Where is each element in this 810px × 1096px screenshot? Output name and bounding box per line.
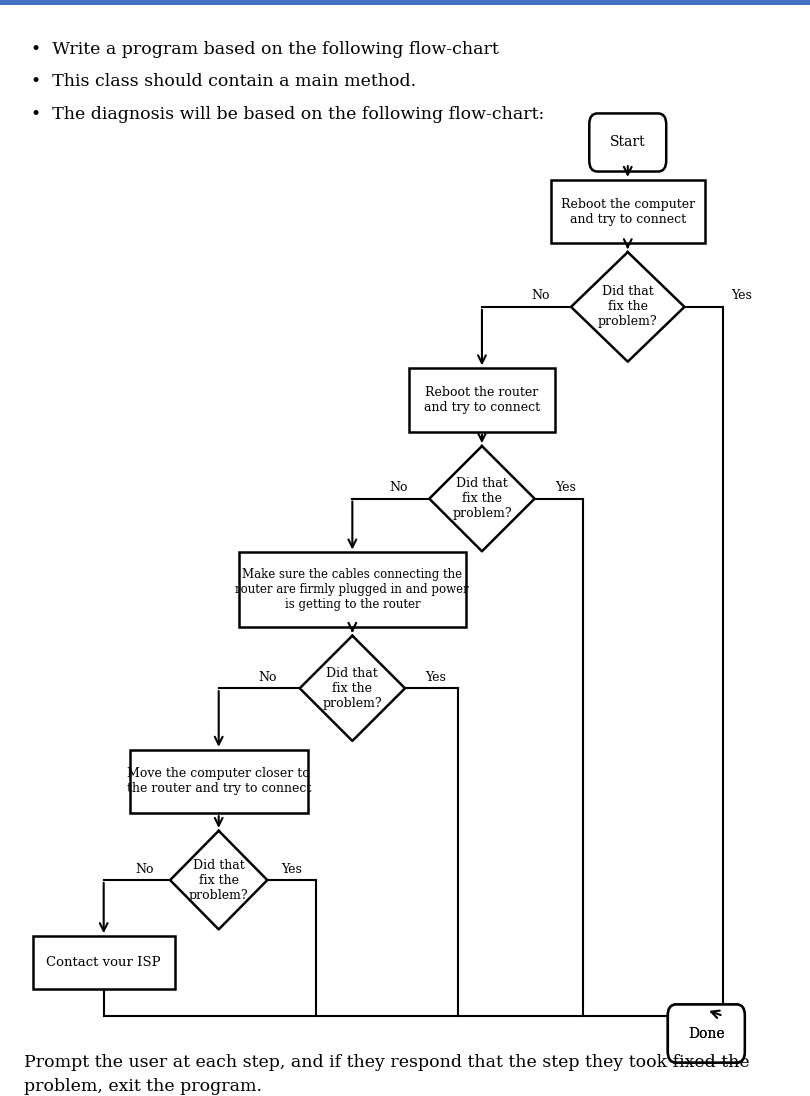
- FancyBboxPatch shape: [551, 180, 705, 243]
- FancyBboxPatch shape: [33, 936, 175, 989]
- Text: Reboot the router
and try to connect: Reboot the router and try to connect: [424, 386, 540, 414]
- Text: Make sure the cables connecting the
router are firmly plugged in and power
is ge: Make sure the cables connecting the rout…: [236, 568, 469, 612]
- FancyBboxPatch shape: [130, 750, 308, 813]
- Text: Start: Start: [610, 136, 646, 149]
- FancyBboxPatch shape: [667, 1004, 745, 1063]
- Text: Reboot the computer
and try to connect: Reboot the computer and try to connect: [561, 197, 695, 226]
- FancyBboxPatch shape: [239, 552, 466, 627]
- Text: Done: Done: [688, 1027, 725, 1040]
- Text: •  The diagnosis will be based on the following flow-chart:: • The diagnosis will be based on the fol…: [31, 106, 544, 124]
- FancyBboxPatch shape: [0, 0, 810, 5]
- Text: Did that
fix the
problem?: Did that fix the problem?: [189, 858, 249, 902]
- Text: No: No: [135, 863, 153, 876]
- FancyBboxPatch shape: [409, 368, 555, 432]
- Text: •  Write a program based on the following flow-chart: • Write a program based on the following…: [31, 41, 498, 58]
- Text: Yes: Yes: [731, 289, 752, 302]
- Text: •  This class should contain a main method.: • This class should contain a main metho…: [31, 73, 416, 91]
- Text: Did that
fix the
problem?: Did that fix the problem?: [452, 477, 512, 521]
- Polygon shape: [571, 252, 684, 362]
- Text: Contact vour ISP: Contact vour ISP: [46, 956, 161, 969]
- FancyBboxPatch shape: [667, 1004, 745, 1063]
- Text: Yes: Yes: [555, 481, 576, 494]
- Text: No: No: [531, 289, 549, 302]
- Polygon shape: [170, 831, 267, 929]
- Text: No: No: [258, 671, 276, 684]
- Text: Done: Done: [688, 1027, 725, 1040]
- Text: Did that
fix the
problem?: Did that fix the problem?: [322, 666, 382, 710]
- Text: Prompt the user at each step, and if they respond that the step they took fixed : Prompt the user at each step, and if the…: [24, 1054, 750, 1095]
- Text: Yes: Yes: [281, 863, 302, 876]
- Text: Did that
fix the
problem?: Did that fix the problem?: [598, 285, 658, 329]
- Text: Yes: Yes: [425, 671, 446, 684]
- Polygon shape: [429, 446, 535, 551]
- Polygon shape: [300, 636, 405, 741]
- FancyBboxPatch shape: [589, 113, 666, 172]
- Text: Move the computer closer to
the router and try to connect: Move the computer closer to the router a…: [126, 767, 311, 796]
- Text: No: No: [390, 481, 407, 494]
